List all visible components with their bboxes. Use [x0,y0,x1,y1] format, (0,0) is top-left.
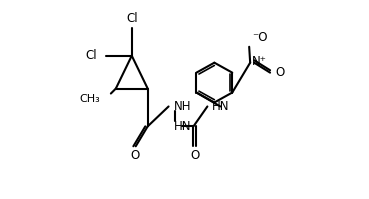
Text: CH₃: CH₃ [79,94,100,103]
Text: Cl: Cl [126,12,138,25]
Text: HN: HN [213,100,230,113]
Text: NH: NH [173,100,191,113]
Text: N⁺: N⁺ [252,55,267,68]
Text: O: O [130,149,139,162]
Text: ⁻O: ⁻O [252,31,267,44]
Text: Cl: Cl [85,49,97,62]
Text: O: O [275,66,284,79]
Text: O: O [191,149,200,162]
Text: HN: HN [173,120,191,133]
